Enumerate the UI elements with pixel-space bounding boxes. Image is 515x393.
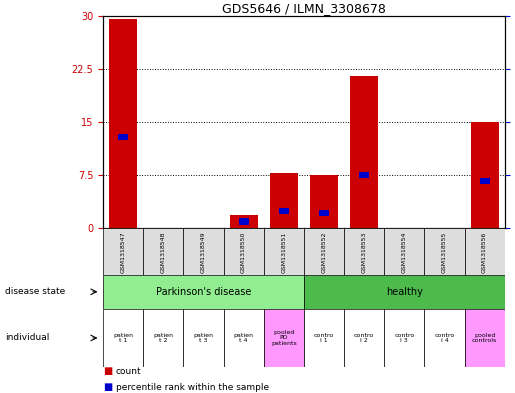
FancyBboxPatch shape [465,228,505,275]
FancyBboxPatch shape [344,228,384,275]
Text: patien
t 4: patien t 4 [234,332,253,343]
Text: pooled
controls: pooled controls [472,332,497,343]
Bar [270,173,298,228]
Text: ■: ■ [103,366,112,376]
Bar [230,215,258,228]
Text: contro
l 3: contro l 3 [394,332,415,343]
FancyBboxPatch shape [424,228,465,275]
Text: healthy: healthy [386,287,423,297]
FancyBboxPatch shape [304,275,505,309]
Text: GSM1318556: GSM1318556 [482,232,487,273]
FancyBboxPatch shape [304,309,344,367]
FancyBboxPatch shape [224,309,264,367]
Text: pooled
PD
patients: pooled PD patients [271,330,297,346]
Text: GSM1318553: GSM1318553 [362,232,367,273]
FancyBboxPatch shape [103,309,143,367]
Text: patien
t 3: patien t 3 [194,332,213,343]
Text: GSM1318551: GSM1318551 [281,232,286,273]
Bar [319,210,329,216]
FancyBboxPatch shape [304,228,344,275]
Bar [279,208,289,214]
FancyBboxPatch shape [465,309,505,367]
Bar [350,76,378,228]
FancyBboxPatch shape [264,309,304,367]
Text: GSM1318552: GSM1318552 [321,232,327,273]
Bar [310,175,338,228]
Bar [109,19,137,228]
Bar [479,178,490,184]
FancyBboxPatch shape [103,275,304,309]
FancyBboxPatch shape [384,309,424,367]
Text: GSM1318547: GSM1318547 [121,232,126,274]
FancyBboxPatch shape [143,309,183,367]
FancyBboxPatch shape [183,309,224,367]
Text: GSM1318549: GSM1318549 [201,232,206,274]
Text: contro
l 1: contro l 1 [314,332,334,343]
FancyBboxPatch shape [103,228,143,275]
Text: GSM1318550: GSM1318550 [241,232,246,273]
Text: disease state: disease state [5,287,65,296]
Text: contro
l 2: contro l 2 [354,332,374,343]
Title: GDS5646 / ILMN_3308678: GDS5646 / ILMN_3308678 [222,2,386,15]
Text: Parkinson's disease: Parkinson's disease [156,287,251,297]
FancyBboxPatch shape [384,228,424,275]
Text: contro
l 4: contro l 4 [434,332,455,343]
Bar [471,122,499,228]
FancyBboxPatch shape [424,309,465,367]
Text: percentile rank within the sample: percentile rank within the sample [116,383,269,391]
FancyBboxPatch shape [143,228,183,275]
Text: ■: ■ [103,382,112,392]
Text: count: count [116,367,142,376]
Text: patien
t 2: patien t 2 [153,332,173,343]
FancyBboxPatch shape [344,309,384,367]
Text: patien
t 1: patien t 1 [113,332,133,343]
Text: individual: individual [5,334,49,342]
Text: GSM1318555: GSM1318555 [442,232,447,273]
Text: GSM1318548: GSM1318548 [161,232,166,273]
Bar [238,219,249,225]
FancyBboxPatch shape [264,228,304,275]
FancyBboxPatch shape [224,228,264,275]
FancyBboxPatch shape [183,228,224,275]
Text: GSM1318554: GSM1318554 [402,232,407,273]
Bar [359,172,369,178]
Bar [118,134,128,140]
